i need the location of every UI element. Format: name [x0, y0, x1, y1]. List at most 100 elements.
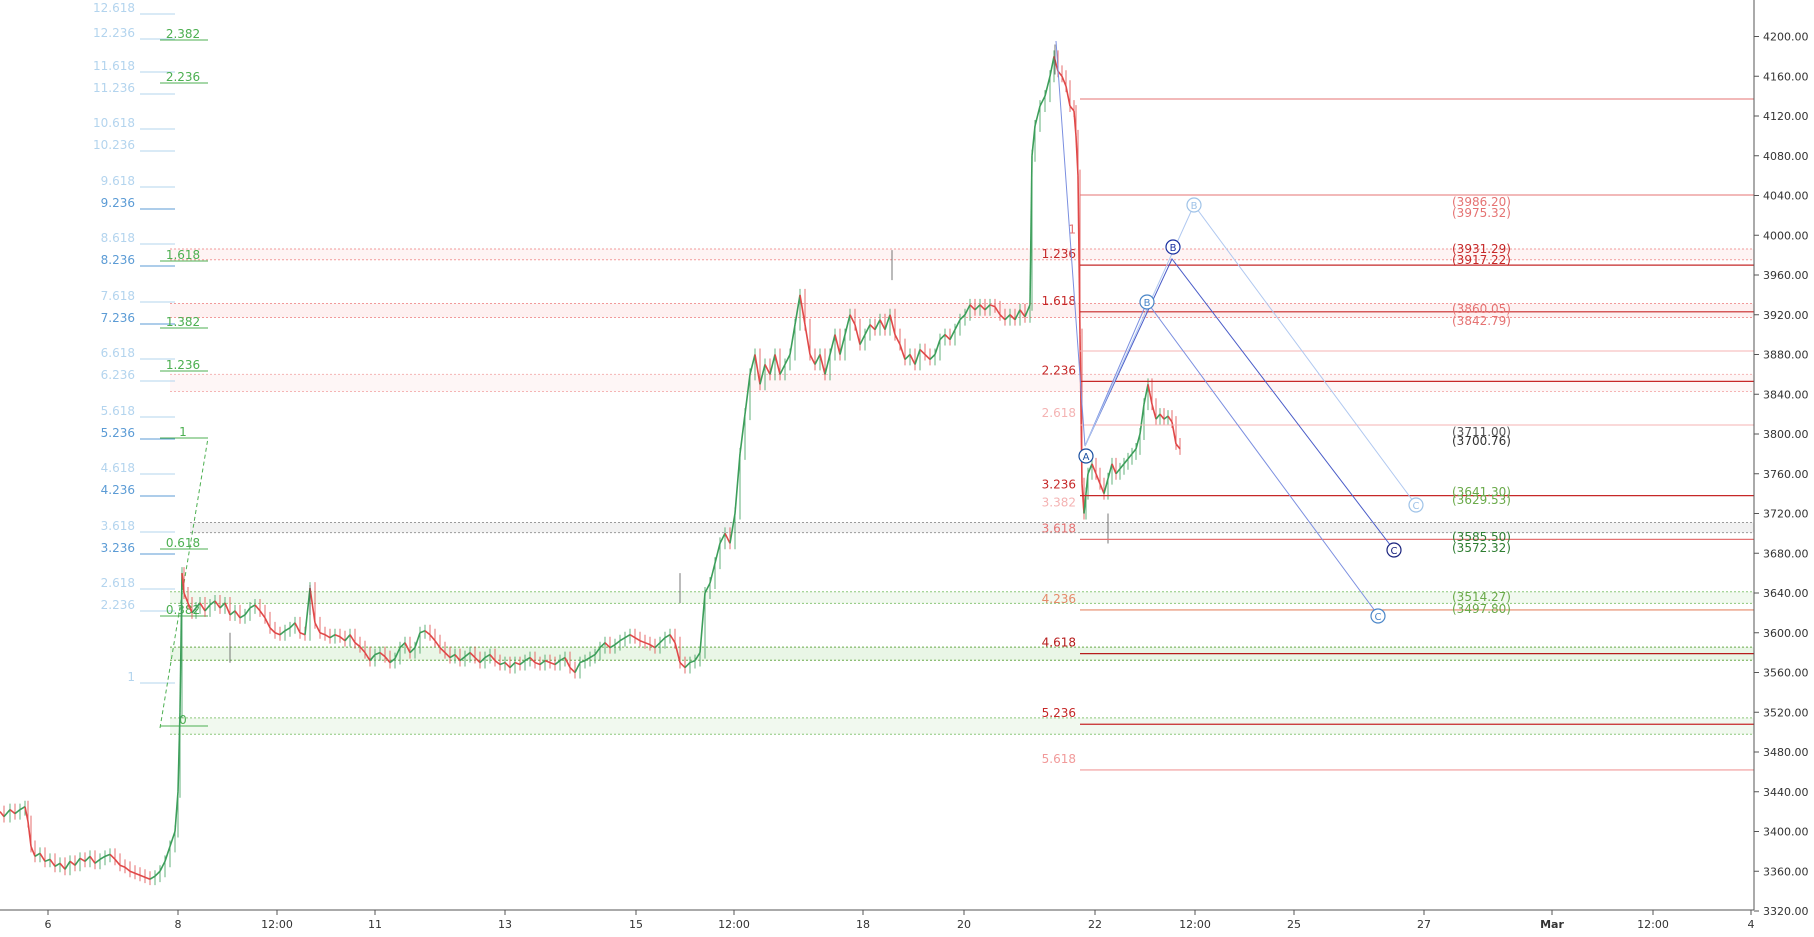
right-fib-label: 1.236: [1042, 247, 1076, 261]
price-segment: [1024, 304, 1031, 318]
price-segment: [159, 860, 166, 872]
price-segment: [183, 592, 189, 604]
y-tick-label: 3480.00: [1763, 746, 1809, 759]
price-segment: [204, 604, 211, 612]
wave-label-b: B: [1165, 239, 1181, 255]
y-tick-label: 3680.00: [1763, 547, 1809, 560]
price-segment: [469, 652, 476, 659]
price-segment: [254, 604, 261, 612]
y-tick-label: 4080.00: [1763, 150, 1809, 163]
price-segment: [39, 852, 46, 862]
price-segment: [191, 607, 197, 614]
price-segment: [1147, 384, 1153, 405]
price-segment: [154, 870, 161, 877]
price-segment: [804, 324, 811, 355]
price-segment: [479, 657, 486, 664]
price-segment: [269, 627, 276, 634]
green-fib-label: 0: [179, 713, 187, 727]
price-segment: [339, 636, 346, 642]
price-segment: [444, 652, 451, 659]
price-segment: [1091, 463, 1097, 475]
price-segment: [334, 633, 341, 638]
left-fib-label: 6.236: [101, 368, 135, 382]
price-segment: [919, 348, 926, 356]
price-segment: [369, 654, 376, 662]
price-segment: [1009, 314, 1016, 321]
green-fib-label: 0.618: [166, 536, 200, 550]
x-tick-label: 15: [629, 918, 643, 931]
left-fib-label: 12.618: [93, 1, 135, 15]
price-segment: [169, 831, 176, 847]
price-segment: [1107, 463, 1113, 479]
price-segment: [3, 809, 11, 818]
right-fib-label: 4.618: [1042, 636, 1076, 650]
x-tick-label: 25: [1287, 918, 1301, 931]
left-fib-label: 10.236: [93, 138, 135, 152]
price-segment: [824, 354, 831, 375]
price-segment: [79, 857, 86, 862]
green-fib-label: 1.618: [166, 248, 200, 262]
price-segment: [484, 653, 491, 659]
fib-zones: [170, 248, 1754, 735]
price-segment: [959, 314, 966, 321]
price-segment: [30, 846, 36, 857]
price-box-label: (3700.76): [1452, 434, 1511, 448]
left-fib-label: 6.618: [101, 346, 135, 360]
y-tick-label: 4000.00: [1763, 229, 1809, 242]
price-segment: [1103, 478, 1109, 494]
left-fib-label: 10.618: [93, 116, 135, 130]
price-segment: [949, 329, 956, 340]
price-box-label: (3514.27): [1452, 590, 1511, 604]
wave-label-text: B: [1144, 298, 1151, 309]
price-segment: [74, 857, 81, 866]
wave-label-circle: [1186, 197, 1202, 213]
left-fib-label: 3.236: [101, 541, 135, 555]
y-tick-label: 4040.00: [1763, 190, 1809, 203]
left-fib-levels: 12.61812.23611.61811.23610.61810.2369.61…: [93, 1, 175, 684]
price-segment: [1131, 448, 1137, 455]
price-segment: [614, 640, 621, 646]
x-tick-label: 6: [45, 918, 52, 931]
price-segment: [724, 533, 731, 544]
price-segment: [64, 860, 71, 870]
price-segment: [464, 651, 471, 658]
price-segment: [219, 602, 226, 609]
price-segment: [374, 651, 381, 656]
price-segment: [319, 632, 326, 636]
price-segment: [27, 821, 32, 847]
price-segment: [574, 662, 581, 673]
price-box-label: (3641.30): [1452, 485, 1511, 499]
price-segment: [104, 853, 111, 858]
price-segment: [224, 602, 231, 616]
green-fib-label: 1.382: [166, 315, 200, 329]
price-segment: [529, 657, 536, 664]
price-segment: [684, 661, 691, 669]
price-segment: [1135, 433, 1141, 450]
price-segment: [649, 643, 656, 649]
left-fib-label: 1: [127, 670, 135, 684]
price-segment: [904, 353, 911, 361]
price-segment: [144, 876, 151, 880]
price-segment: [1159, 413, 1165, 420]
price-segment: [1167, 415, 1173, 423]
price-segment: [969, 304, 976, 311]
price-segment: [329, 634, 336, 639]
right-fib-levels: 1 1.236 1.618 2.236 2.618 3.236 3.382 3.618 4.23…: [1042, 98, 1754, 771]
price-segment: [894, 334, 901, 345]
wave-labels: A B B B C C C: [1078, 197, 1424, 624]
price-box-label: (3931.29): [1452, 242, 1511, 256]
wave-label-circle: [1408, 497, 1424, 513]
left-fib-label: 2.618: [101, 576, 135, 590]
price-segment: [609, 643, 616, 649]
price-segment: [134, 872, 141, 876]
price-segment: [489, 654, 496, 662]
price-segment: [239, 614, 246, 619]
price-segment: [579, 659, 586, 664]
price-segment: [534, 661, 541, 666]
price-segment: [384, 656, 391, 664]
price-segment: [509, 661, 516, 669]
price-series: [0, 44, 1181, 886]
right-fib-label: 3.382: [1042, 496, 1076, 510]
